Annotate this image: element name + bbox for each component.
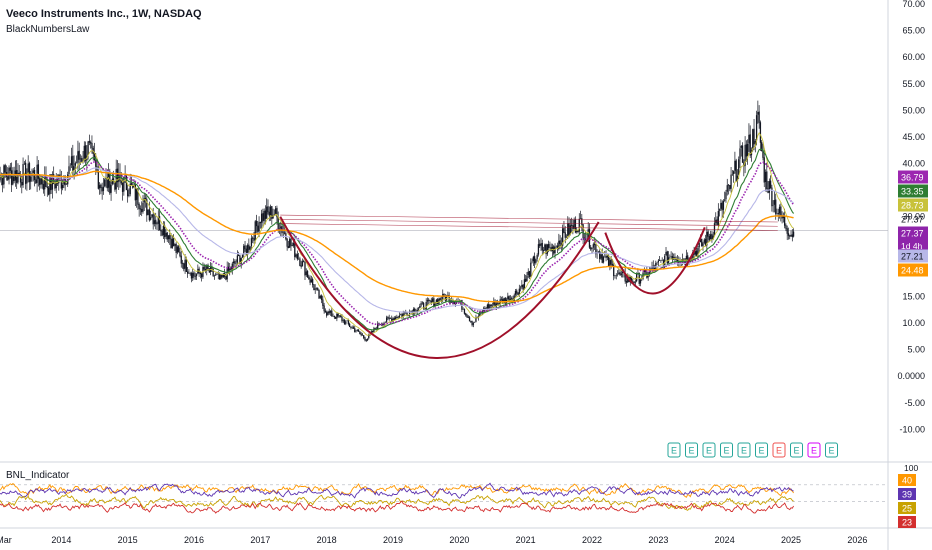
y-tick-label: -5.00 bbox=[904, 398, 925, 408]
y-tick-label: 15.00 bbox=[902, 291, 925, 301]
price-tag bbox=[898, 198, 928, 212]
indicator-line bbox=[0, 483, 794, 498]
price-tag-label: 27.21 bbox=[901, 252, 924, 262]
y-tick-label: 30.00 bbox=[902, 212, 925, 222]
earnings-marker[interactable] bbox=[720, 442, 733, 458]
ma-purple-dotted-line bbox=[0, 161, 795, 326]
earnings-marker-label: E bbox=[811, 446, 817, 456]
price-tag-label: 33.35 bbox=[901, 187, 924, 197]
earnings-marker-label: E bbox=[741, 446, 747, 456]
earnings-marker[interactable] bbox=[825, 442, 838, 458]
y-tick-label: 40.00 bbox=[902, 159, 925, 169]
indicator-tag bbox=[898, 516, 916, 528]
x-tick-label: 2015 bbox=[118, 535, 138, 545]
y-tick-label: 45.00 bbox=[902, 132, 925, 142]
resistance-line bbox=[280, 223, 778, 231]
earnings-marker[interactable] bbox=[807, 442, 821, 458]
x-tick-label: 2014 bbox=[51, 535, 71, 545]
earnings-marker[interactable] bbox=[685, 442, 698, 458]
indicator-tag-label: 40 bbox=[902, 476, 912, 486]
earnings-marker[interactable] bbox=[737, 442, 751, 458]
x-tick-label: 2026 bbox=[847, 535, 867, 545]
resistance-line bbox=[280, 219, 778, 227]
indicator-tag-label: 39 bbox=[902, 490, 912, 500]
ma-green-line bbox=[0, 148, 795, 331]
earnings-marker-label: E bbox=[828, 446, 834, 456]
price-tag-countdown: 1d 4h bbox=[901, 241, 923, 251]
cup-curve bbox=[279, 216, 600, 359]
cup-curve bbox=[604, 226, 706, 295]
indicator-name: BlackNumbersLaw bbox=[6, 24, 90, 35]
indicator-tag bbox=[898, 474, 916, 486]
x-tick-label: 2018 bbox=[317, 535, 337, 545]
x-tick-label: 2016 bbox=[184, 535, 204, 545]
y-tick-label: 5.00 bbox=[907, 345, 925, 355]
ma-orange-line bbox=[0, 170, 794, 303]
indicator-tag-label: 23 bbox=[902, 518, 912, 528]
x-tick-label: 2020 bbox=[449, 535, 469, 545]
earnings-marker[interactable] bbox=[772, 442, 786, 458]
x-tick-label: 2024 bbox=[715, 535, 735, 545]
earnings-marker[interactable] bbox=[667, 442, 681, 458]
x-tick-label: 2021 bbox=[516, 535, 536, 545]
indicator-tag bbox=[898, 502, 916, 514]
earnings-marker[interactable] bbox=[755, 442, 768, 458]
price-tag-label: 27.37 bbox=[901, 215, 924, 225]
earnings-marker[interactable] bbox=[790, 442, 803, 458]
ma-lavender-line bbox=[0, 167, 794, 313]
earnings-marker-label: E bbox=[793, 446, 799, 456]
price-tag-label: 28.73 bbox=[901, 201, 924, 211]
x-tick-label: 2025 bbox=[781, 535, 801, 545]
x-tick-label: 2022 bbox=[582, 535, 602, 545]
y-tick-label: 50.00 bbox=[902, 105, 925, 115]
y-tick-label: 0.0000 bbox=[897, 371, 925, 381]
ma-gold-line bbox=[0, 132, 794, 336]
price-tag bbox=[898, 170, 928, 184]
y-tick-label: 60.00 bbox=[902, 52, 925, 62]
y-tick-label: 65.00 bbox=[902, 26, 925, 36]
earnings-marker-label: E bbox=[758, 446, 764, 456]
earnings-marker-label: E bbox=[688, 446, 694, 456]
indicator-line bbox=[0, 482, 794, 499]
price-tag-label: 24.48 bbox=[901, 266, 924, 276]
earnings-marker-label: E bbox=[706, 446, 712, 456]
y-tick-label: 10.00 bbox=[902, 318, 925, 328]
earnings-marker-label: E bbox=[671, 446, 677, 456]
indicator-line bbox=[0, 500, 794, 514]
price-tag bbox=[898, 263, 928, 277]
x-tick-label: 2019 bbox=[383, 535, 403, 545]
y-tick-label: 70.00 bbox=[902, 0, 925, 9]
price-tag-label: 36.79 bbox=[901, 173, 924, 183]
price-tag bbox=[898, 226, 928, 253]
earnings-marker[interactable] bbox=[702, 442, 716, 458]
symbol-title: Veeco Instruments Inc., 1W, NASDAQ bbox=[6, 8, 202, 20]
bnl-indicator-title: BNL_Indicator bbox=[6, 470, 70, 481]
earnings-marker-label: E bbox=[776, 446, 782, 456]
candles-group bbox=[0, 100, 795, 343]
x-tick-label: Mar bbox=[0, 535, 12, 545]
resistance-line bbox=[280, 214, 778, 223]
y-tick-label: -10.00 bbox=[899, 424, 925, 434]
price-tag bbox=[898, 184, 928, 198]
indicator-tag bbox=[898, 488, 916, 500]
indicator-y-tick: 100 bbox=[904, 463, 918, 473]
x-tick-label: 2023 bbox=[648, 535, 668, 545]
price-tag-label: 27.37 bbox=[901, 229, 924, 239]
earnings-marker-label: E bbox=[723, 446, 729, 456]
price-tag bbox=[898, 249, 928, 263]
y-tick-label: 55.00 bbox=[902, 79, 925, 89]
x-tick-label: 2017 bbox=[250, 535, 270, 545]
indicator-tag-label: 25 bbox=[902, 504, 912, 514]
